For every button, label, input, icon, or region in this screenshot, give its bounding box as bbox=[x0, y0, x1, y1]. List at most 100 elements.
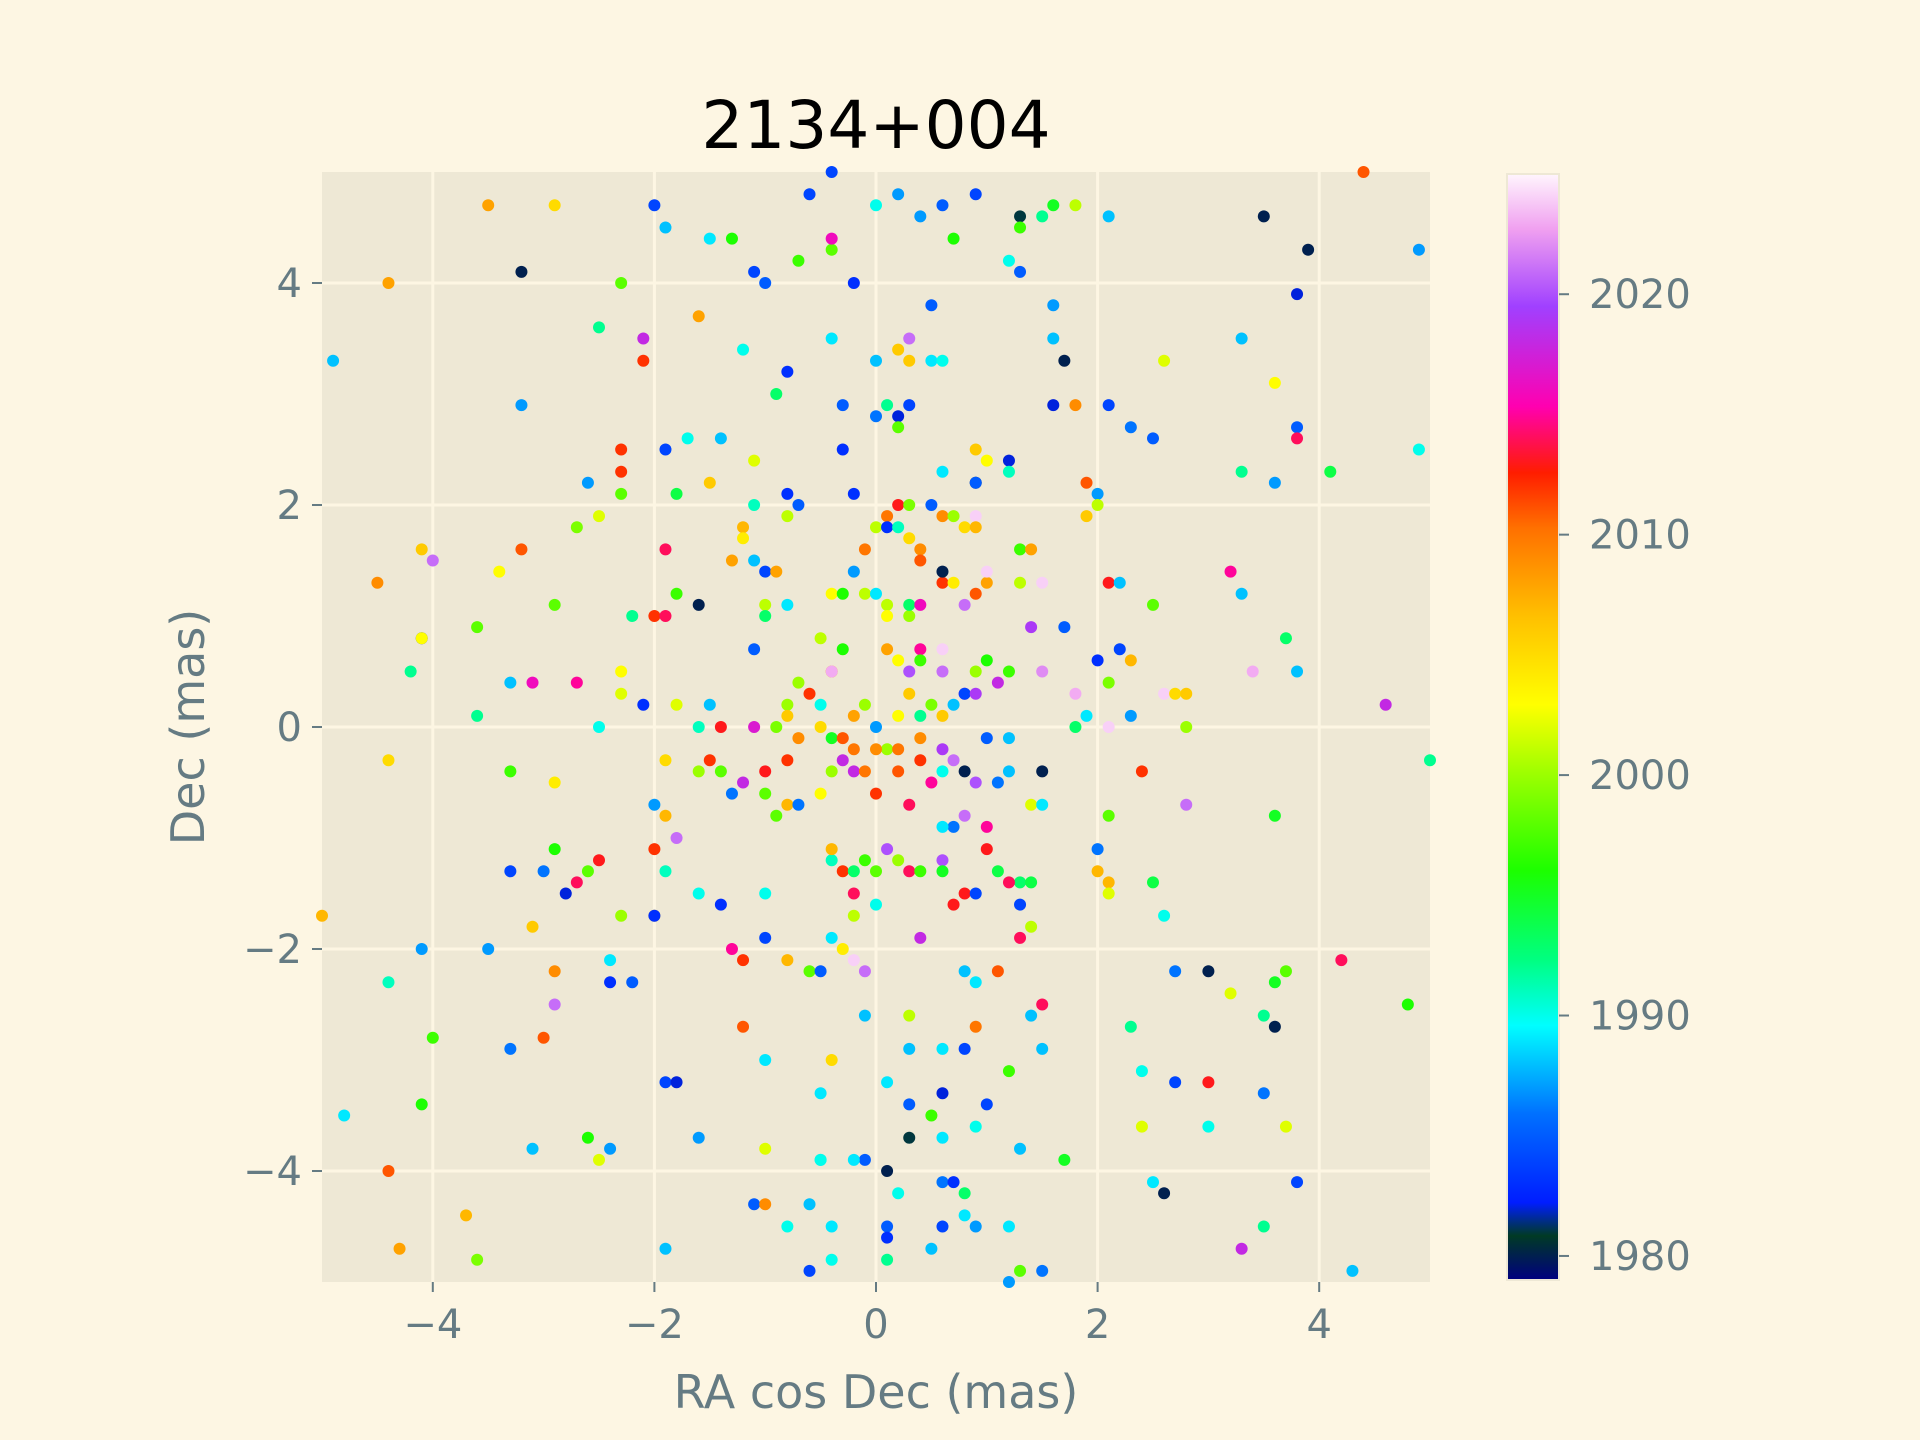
data-point bbox=[1025, 876, 1038, 889]
data-point bbox=[692, 765, 705, 778]
data-point bbox=[1047, 399, 1060, 412]
data-point bbox=[1169, 687, 1182, 700]
data-point bbox=[991, 676, 1004, 689]
data-point bbox=[1047, 332, 1060, 345]
data-point bbox=[604, 954, 617, 967]
y-tick-label: 2 bbox=[277, 483, 302, 529]
data-point bbox=[1124, 654, 1137, 667]
data-point bbox=[825, 1253, 838, 1266]
data-point bbox=[615, 277, 628, 289]
data-point bbox=[1135, 1065, 1148, 1078]
data-point bbox=[1158, 909, 1171, 922]
data-point bbox=[1058, 354, 1071, 367]
data-point bbox=[548, 965, 561, 978]
data-point bbox=[692, 598, 705, 611]
data-point bbox=[947, 820, 960, 833]
data-point bbox=[825, 332, 838, 345]
data-point bbox=[881, 521, 894, 534]
data-point bbox=[1091, 654, 1104, 667]
data-point bbox=[714, 721, 727, 733]
data-point bbox=[648, 610, 661, 622]
data-point bbox=[1102, 399, 1115, 412]
data-point bbox=[969, 443, 982, 456]
data-point bbox=[1014, 543, 1027, 556]
data-point bbox=[914, 931, 927, 944]
data-point bbox=[969, 665, 982, 678]
data-point bbox=[570, 521, 583, 534]
data-point bbox=[881, 743, 894, 756]
data-point bbox=[770, 565, 783, 578]
data-point bbox=[382, 1165, 395, 1177]
data-point bbox=[770, 388, 783, 400]
data-point bbox=[526, 1142, 539, 1155]
data-point bbox=[1014, 265, 1027, 278]
data-point bbox=[382, 754, 395, 767]
data-point bbox=[537, 865, 550, 878]
data-point bbox=[914, 732, 927, 745]
data-point bbox=[1124, 1020, 1137, 1033]
data-point bbox=[781, 510, 794, 523]
data-point bbox=[1113, 643, 1126, 656]
data-point bbox=[836, 732, 849, 745]
data-point bbox=[548, 598, 561, 611]
data-point bbox=[858, 965, 871, 978]
data-point bbox=[1113, 576, 1126, 589]
data-point bbox=[936, 1131, 949, 1144]
data-point bbox=[725, 943, 738, 955]
data-point bbox=[936, 1042, 949, 1055]
data-point bbox=[1036, 1042, 1049, 1055]
data-point bbox=[881, 1076, 894, 1089]
data-point bbox=[847, 487, 860, 500]
data-point bbox=[781, 487, 794, 500]
data-point bbox=[991, 776, 1004, 789]
data-point bbox=[737, 1020, 750, 1033]
data-point bbox=[903, 798, 916, 811]
data-point bbox=[1224, 565, 1237, 578]
data-point bbox=[1324, 465, 1337, 478]
data-point bbox=[515, 399, 528, 412]
data-point bbox=[870, 721, 882, 733]
data-point bbox=[548, 998, 561, 1011]
data-point bbox=[914, 654, 927, 667]
data-point bbox=[1091, 487, 1104, 500]
data-point bbox=[1268, 809, 1281, 822]
data-point bbox=[825, 243, 838, 256]
data-point bbox=[737, 954, 750, 967]
data-point bbox=[936, 354, 949, 367]
data-point bbox=[1025, 798, 1038, 811]
data-point bbox=[1047, 199, 1060, 212]
x-tick-label: 2 bbox=[1085, 1302, 1110, 1348]
data-point bbox=[415, 543, 428, 556]
data-point bbox=[648, 798, 661, 811]
data-point bbox=[692, 1131, 705, 1144]
data-point bbox=[515, 543, 528, 556]
data-point bbox=[1291, 665, 1304, 678]
data-point bbox=[881, 843, 894, 856]
data-point bbox=[903, 665, 916, 678]
data-point bbox=[471, 709, 484, 722]
data-point bbox=[1346, 1264, 1359, 1277]
data-point bbox=[659, 865, 672, 878]
data-point bbox=[1279, 1120, 1292, 1133]
data-point bbox=[1036, 798, 1049, 811]
data-point bbox=[947, 1176, 960, 1189]
data-point bbox=[1002, 454, 1015, 467]
data-point bbox=[1069, 399, 1082, 412]
data-point bbox=[570, 676, 583, 689]
y-tick-label: −4 bbox=[243, 1149, 302, 1195]
data-point bbox=[692, 887, 705, 900]
data-point bbox=[426, 1031, 439, 1044]
data-point bbox=[803, 1198, 816, 1211]
data-point bbox=[870, 521, 882, 534]
data-point bbox=[1102, 876, 1115, 889]
data-point bbox=[881, 1253, 894, 1266]
data-point bbox=[1069, 687, 1082, 700]
data-point bbox=[1257, 1009, 1270, 1022]
y-axis-label: Dec (mas) bbox=[161, 609, 215, 846]
data-point bbox=[1002, 1220, 1015, 1233]
data-point bbox=[1279, 965, 1292, 978]
data-point bbox=[925, 299, 938, 312]
data-point bbox=[1424, 754, 1436, 767]
data-point bbox=[825, 1054, 838, 1066]
data-point bbox=[870, 865, 882, 878]
